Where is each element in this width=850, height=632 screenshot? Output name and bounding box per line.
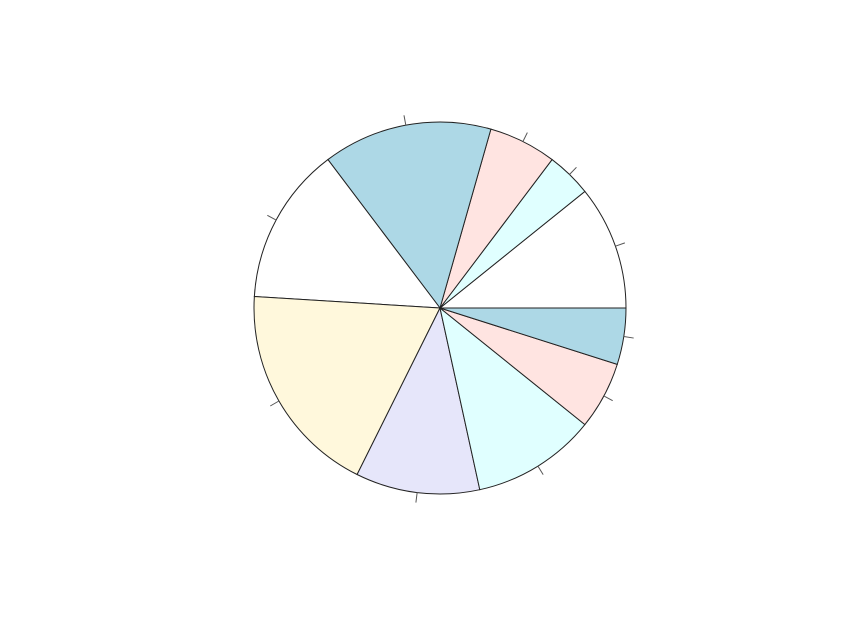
pie-leader-4: [267, 215, 276, 220]
pie-leader-0: [615, 243, 624, 246]
pie-leader-8: [604, 396, 613, 401]
pie-leader-7: [538, 466, 543, 475]
pie-leader-6: [416, 493, 417, 503]
pie-leader-2: [523, 133, 527, 142]
pie-leader-5: [270, 401, 279, 406]
pie-leader-1: [569, 167, 576, 174]
pie-leader-3: [404, 115, 406, 125]
pie-slices: [254, 122, 626, 494]
pie-leader-9: [624, 337, 634, 339]
